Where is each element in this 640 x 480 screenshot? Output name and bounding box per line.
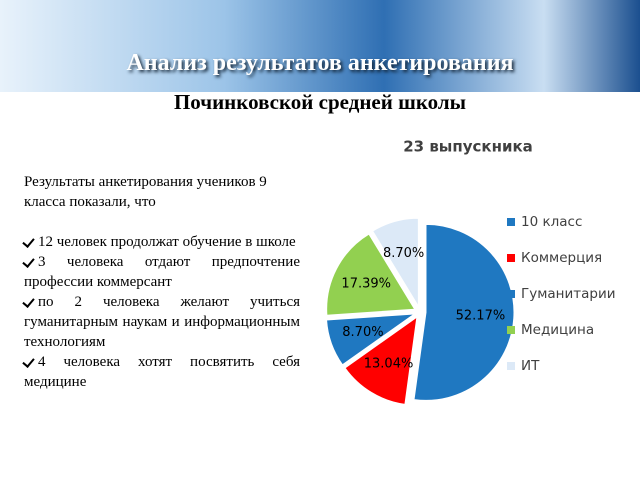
bullet-text: 3 человека отдают предпочтение профессии… (24, 254, 300, 290)
legend-swatch (507, 362, 515, 370)
pie-slice (326, 233, 416, 316)
legend-swatch (507, 326, 515, 334)
bullet: 12 человек продолжат обучение в школе (22, 232, 300, 252)
pie-slice (326, 313, 417, 366)
legend-label: 10 класс (521, 214, 582, 230)
legend-label: Медицина (521, 322, 594, 338)
pie-slice (413, 223, 515, 401)
legend-label: Гуманитарии (521, 286, 616, 302)
pie-slice (344, 316, 418, 405)
pie-slice (371, 217, 419, 309)
bullet-text: 12 человек продолжат обучение в школе (38, 234, 296, 250)
legend-swatch (507, 254, 515, 262)
legend-label: ИТ (521, 358, 540, 374)
intro-text: Результаты анкетирования учеников 9 клас… (24, 174, 267, 210)
data-label: 17.39% (341, 277, 391, 292)
data-label: 8.70% (342, 325, 383, 340)
slide-subtitle: Починковской средней школы (173, 90, 467, 114)
bullet: по 2 человека желают учиться гуманитарны… (22, 292, 300, 352)
data-label: 8.70% (383, 246, 424, 261)
chart-title: 23 выпускника (403, 138, 533, 156)
header-banner (0, 0, 640, 92)
bullet: 3 человека отдают предпочтение профессии… (22, 252, 300, 292)
data-label: 13.04% (364, 356, 414, 371)
bullet: 4 человека хотят посвятить себя медицине (22, 352, 300, 392)
bullet-text: 4 человека хотят посвятить себя медицине (24, 354, 300, 390)
slide-body: Результаты анкетирования учеников 9 клас… (22, 172, 300, 392)
legend-swatch (507, 290, 515, 298)
legend-label: Коммерция (521, 250, 602, 266)
data-label: 52.17% (456, 309, 506, 324)
legend-swatch (507, 218, 515, 226)
slide-title: Анализ результатов анкетирования (126, 50, 514, 76)
bullet-list: 12 человек продолжат обучение в школе 3 … (22, 232, 300, 392)
bullet-text: по 2 человека желают учиться гуманитарны… (24, 294, 300, 350)
